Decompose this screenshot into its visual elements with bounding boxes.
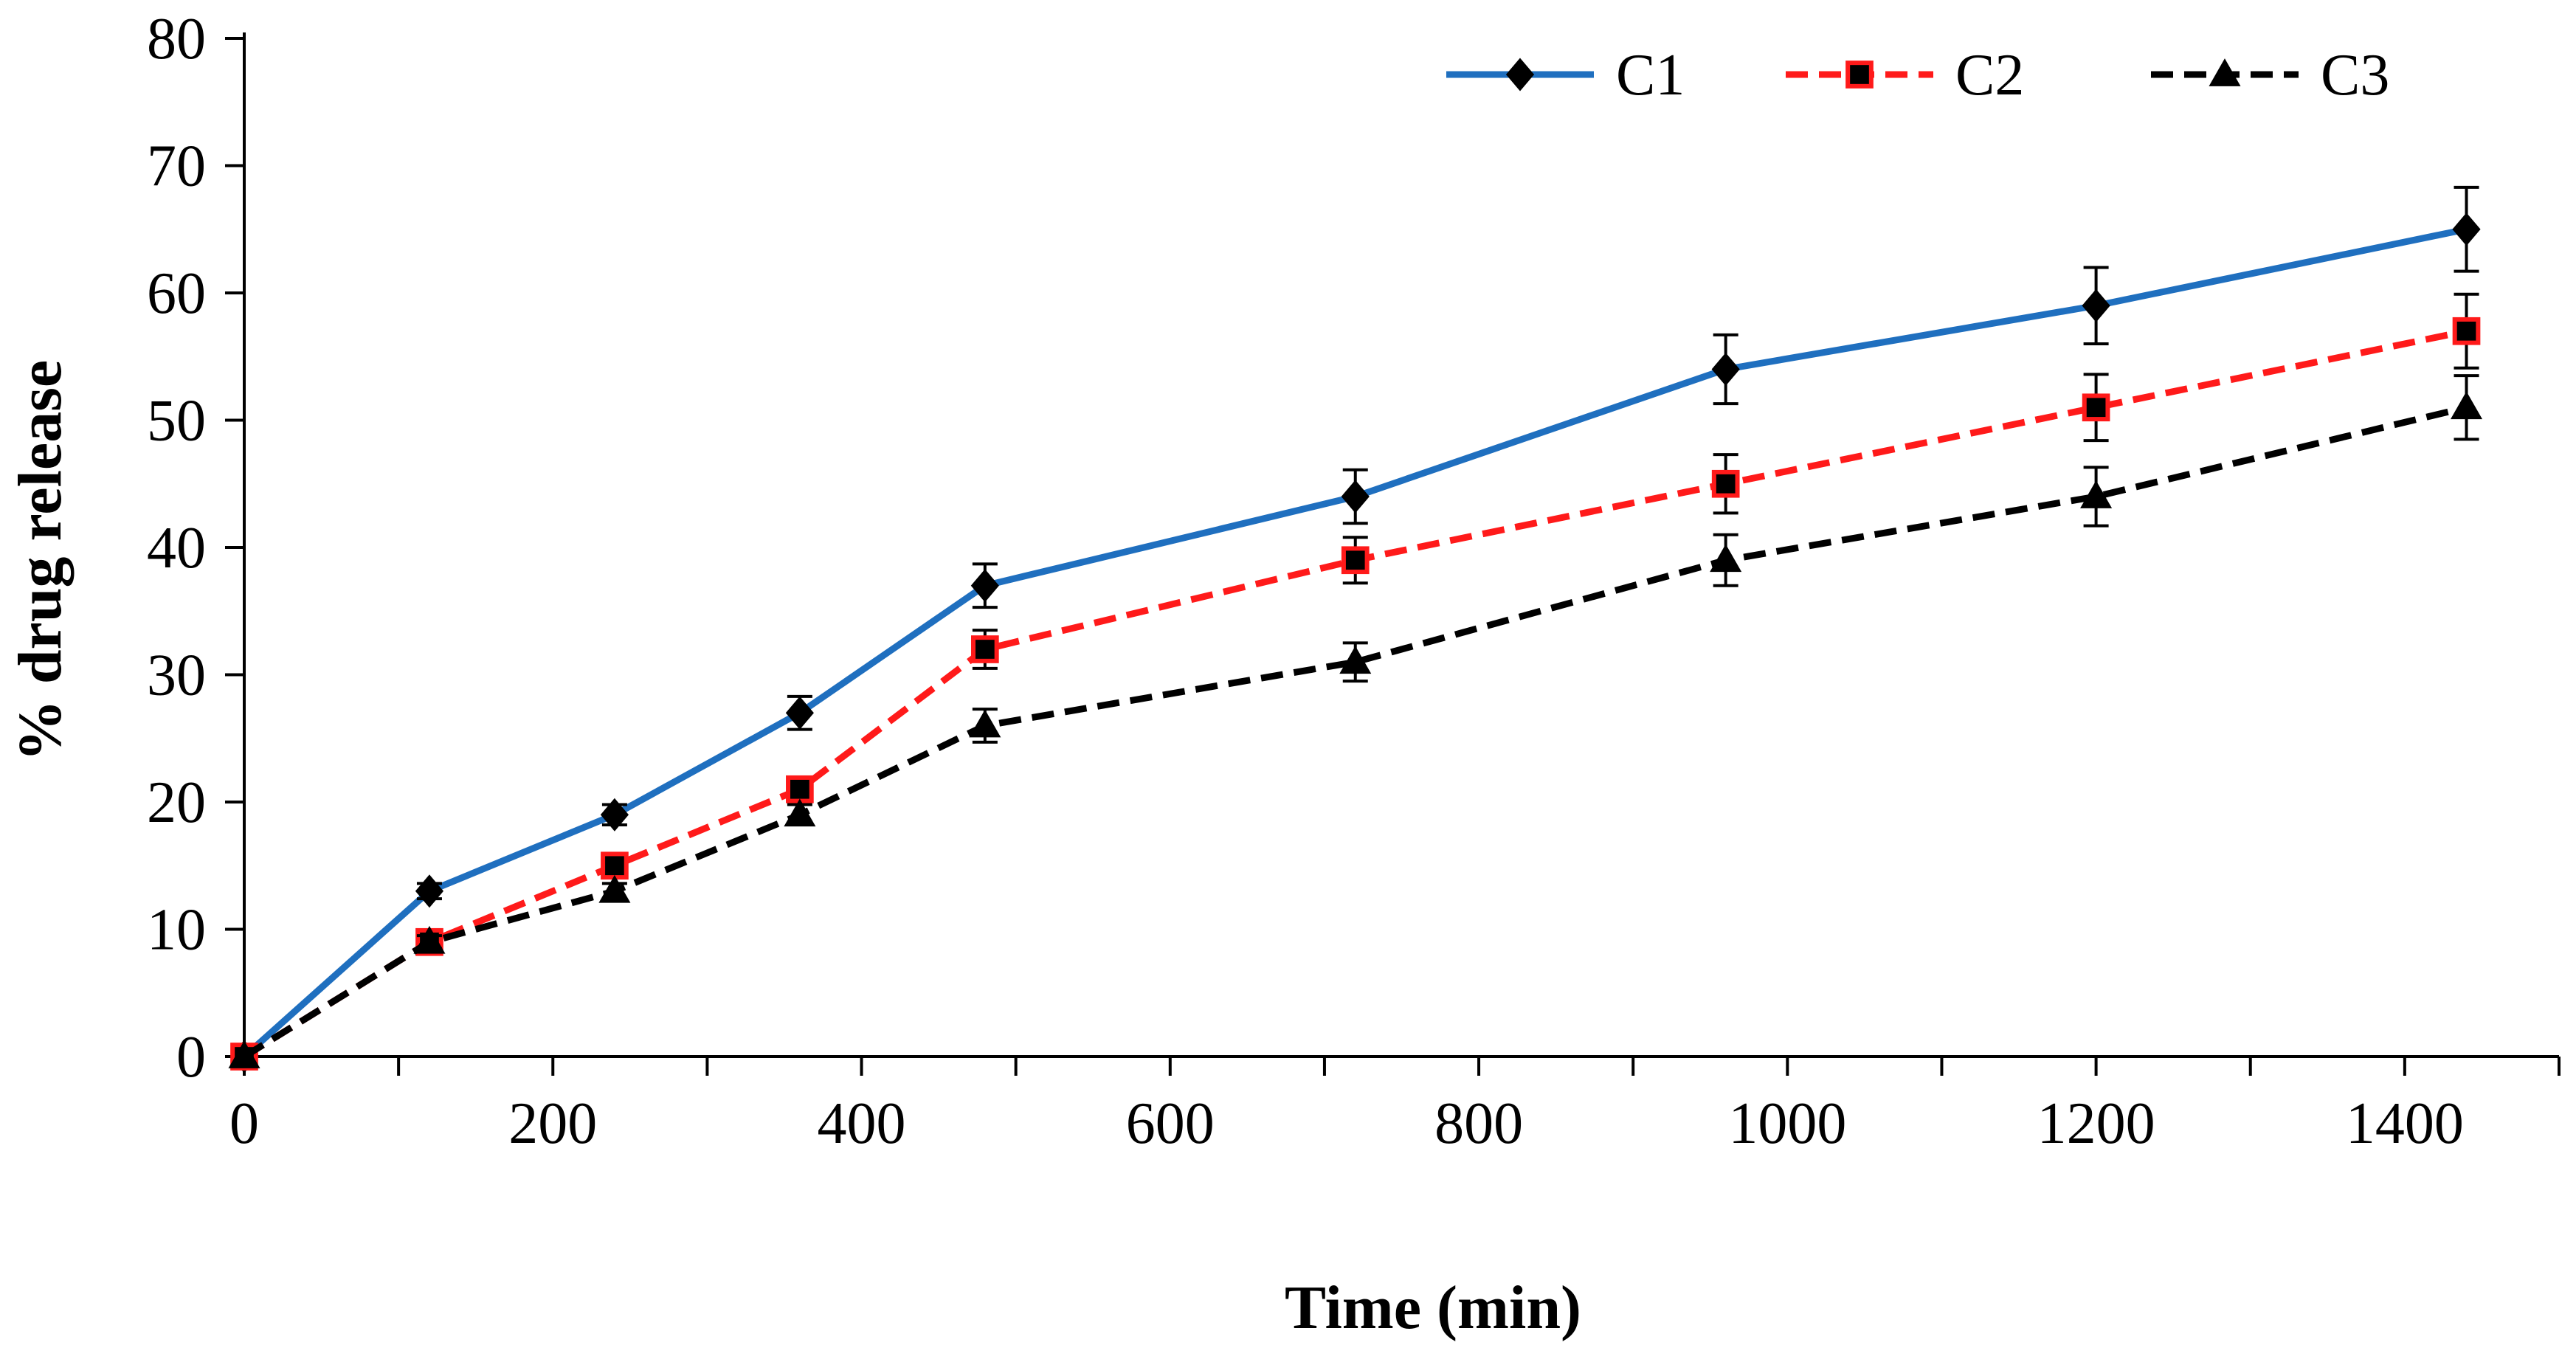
data-point-c3 xyxy=(2450,391,2483,420)
x-tick-label: 0 xyxy=(229,1091,259,1156)
legend-label: C1 xyxy=(1616,43,1685,108)
data-point-c3 xyxy=(413,925,446,954)
data-point-c2 xyxy=(786,775,814,803)
data-point-c3 xyxy=(2080,480,2113,508)
y-tick-label: 50 xyxy=(147,389,206,454)
y-tick-label: 60 xyxy=(147,261,206,326)
data-point-c3 xyxy=(598,874,631,903)
data-point-c2 xyxy=(2452,317,2481,345)
legend-marker xyxy=(1845,61,1874,89)
x-tick-label: 600 xyxy=(1126,1091,1215,1156)
data-point-c1 xyxy=(785,696,814,730)
x-tick-label: 1000 xyxy=(1728,1091,1846,1156)
legend-label: C3 xyxy=(2321,43,2389,108)
data-point-c2 xyxy=(971,635,999,663)
data-point-c2 xyxy=(1341,546,1370,575)
x-tick-label: 200 xyxy=(508,1091,597,1156)
y-tick-label: 30 xyxy=(147,643,206,708)
series-c2 xyxy=(230,292,2481,1071)
y-axis-title: % drug release xyxy=(6,360,75,761)
legend-item-c2: C2 xyxy=(1786,43,2024,108)
y-tick-label: 0 xyxy=(176,1025,206,1090)
data-point-c3 xyxy=(969,709,1001,738)
data-point-c1 xyxy=(2082,288,2110,322)
y-tick-label: 20 xyxy=(147,770,206,835)
data-point-c1 xyxy=(1711,353,1740,386)
series-c1 xyxy=(229,185,2481,1074)
x-tick-label: 800 xyxy=(1434,1091,1523,1156)
data-point-c3 xyxy=(1339,646,1372,674)
legend-marker xyxy=(2209,58,2241,86)
data-point-c1 xyxy=(1341,480,1370,514)
data-point-c1 xyxy=(415,874,444,908)
data-point-c1 xyxy=(970,569,999,603)
data-point-c2 xyxy=(2082,393,2110,422)
x-tick-label: 400 xyxy=(818,1091,906,1156)
legend-label: C2 xyxy=(1955,43,2024,108)
data-point-c3 xyxy=(1710,544,1742,573)
x-axis-title: Time (min) xyxy=(1285,1273,1581,1342)
x-tick-label: 1400 xyxy=(2346,1091,2464,1156)
legend: C1 C2 C3 xyxy=(1446,43,2389,108)
data-point-c2 xyxy=(601,851,629,880)
y-tick-label: 10 xyxy=(147,898,206,963)
legend-item-c1: C1 xyxy=(1446,43,1685,108)
legend-marker xyxy=(1505,58,1535,91)
data-point-c1 xyxy=(2452,212,2481,246)
series-layer xyxy=(228,185,2483,1074)
y-tick-label: 80 xyxy=(147,7,206,72)
legend-item-c3: C3 xyxy=(2151,43,2389,108)
y-tick-label: 70 xyxy=(147,134,206,199)
x-tick-label: 1200 xyxy=(2037,1091,2155,1156)
data-point-c3 xyxy=(228,1040,260,1068)
series-c3 xyxy=(228,374,2483,1068)
data-point-c1 xyxy=(600,798,629,832)
y-tick-label: 40 xyxy=(147,516,206,581)
data-point-c2 xyxy=(1711,469,1740,498)
series-line-c2 xyxy=(242,328,2468,1060)
data-point-c3 xyxy=(784,798,816,827)
